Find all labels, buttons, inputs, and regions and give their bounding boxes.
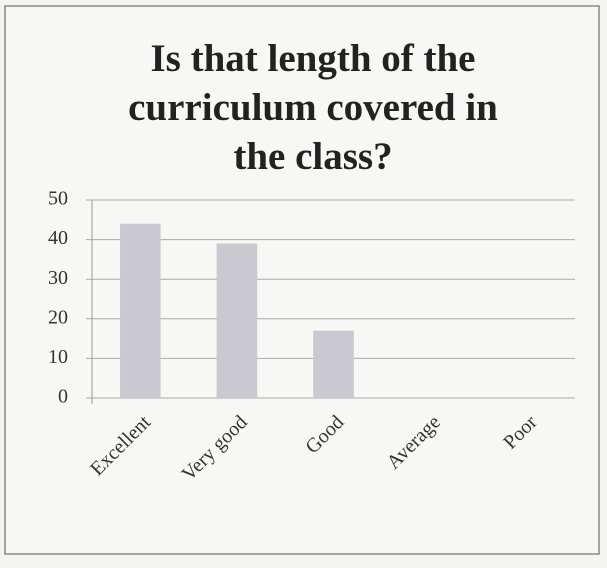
y-tick-label: 30 <box>48 267 68 289</box>
y-tick-label: 40 <box>48 227 68 249</box>
y-tick-label: 50 <box>48 188 68 210</box>
bar <box>120 223 161 398</box>
chart-title: Is that length of the curriculum covered… <box>128 37 498 178</box>
bar <box>313 330 354 398</box>
bar <box>216 243 258 398</box>
y-tick-label: 10 <box>48 346 68 368</box>
chart-border <box>4 5 600 555</box>
y-tick-label: 20 <box>48 306 68 328</box>
y-tick-label: 0 <box>58 386 68 408</box>
